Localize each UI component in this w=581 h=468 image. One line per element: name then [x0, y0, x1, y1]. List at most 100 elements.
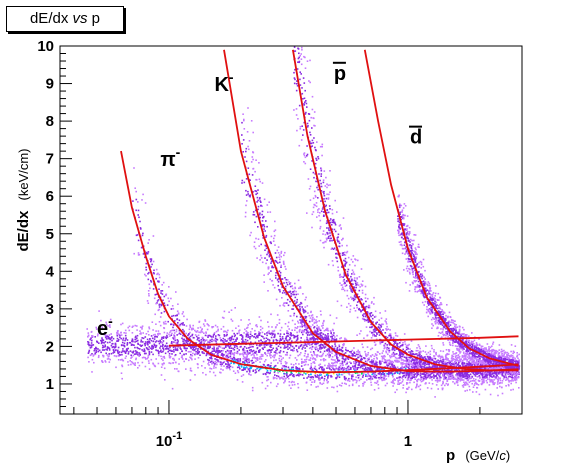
density-point [305, 356, 308, 358]
density-point [248, 349, 251, 352]
density-point [366, 358, 369, 360]
density-point [304, 359, 306, 361]
density-point [113, 347, 116, 349]
chart-title: dE/dx vs p [6, 6, 124, 32]
density-point [461, 379, 463, 381]
density-layer [86, 46, 521, 398]
density-point [440, 384, 443, 387]
density-point [255, 337, 257, 339]
density-point [244, 338, 247, 341]
density-point [294, 335, 297, 338]
density-point [212, 326, 215, 328]
density-point [350, 352, 352, 354]
density-point [163, 336, 165, 338]
density-point [270, 344, 273, 346]
density-point [150, 260, 152, 263]
density-point [195, 350, 197, 353]
density-point [132, 200, 134, 202]
density-point [170, 323, 172, 326]
density-point [268, 339, 271, 341]
density-point [289, 343, 291, 345]
density-point [259, 200, 262, 202]
density-point [184, 340, 186, 342]
density-point [405, 372, 408, 374]
density-point [306, 372, 309, 374]
density-point [256, 353, 258, 356]
density-point [369, 378, 372, 381]
density-point [392, 353, 394, 355]
density-point [222, 361, 225, 364]
density-point [314, 125, 316, 127]
density-point [95, 351, 97, 354]
density-point [114, 344, 117, 346]
density-point [202, 345, 205, 347]
density-point [296, 350, 299, 353]
density-point [282, 357, 284, 359]
density-point [233, 354, 235, 356]
density-point [265, 220, 267, 222]
density-point [271, 349, 273, 351]
density-point [374, 381, 376, 384]
density-point [261, 220, 264, 222]
density-point [174, 354, 177, 356]
density-point [241, 381, 244, 383]
density-point [214, 363, 216, 365]
density-point [339, 367, 341, 370]
density-point [227, 360, 229, 363]
density-point [337, 368, 340, 371]
density-point [386, 364, 389, 367]
density-point [145, 352, 147, 355]
density-point [87, 341, 90, 344]
density-point [399, 376, 402, 378]
density-point [305, 329, 308, 332]
density-point [148, 293, 150, 295]
density-point [213, 333, 215, 335]
density-point [105, 348, 107, 351]
density-point [293, 335, 296, 337]
density-point [383, 368, 385, 371]
density-point [402, 353, 405, 356]
density-point [354, 367, 356, 370]
density-point [133, 167, 135, 169]
density-point [109, 326, 111, 328]
density-point [282, 260, 285, 263]
density-point [86, 328, 88, 330]
density-point [354, 372, 357, 374]
density-point [450, 362, 453, 365]
density-point [291, 340, 293, 342]
density-point [433, 351, 435, 353]
density-point [244, 367, 247, 369]
density-point [157, 272, 159, 275]
density-point [163, 357, 166, 359]
density-point [254, 329, 256, 332]
density-point [447, 383, 449, 385]
density-point [240, 319, 242, 321]
density-point [307, 375, 310, 378]
density-point [436, 381, 439, 383]
density-point [117, 349, 119, 352]
density-point [253, 245, 256, 248]
density-point [244, 368, 246, 371]
density-point [451, 355, 453, 358]
density-point [326, 337, 329, 339]
density-point [394, 379, 396, 381]
density-point [290, 381, 293, 384]
density-point [142, 341, 144, 343]
density-point [211, 357, 213, 360]
density-point [300, 320, 303, 322]
density-point [134, 324, 136, 327]
density-point [251, 359, 253, 362]
density-point [158, 288, 160, 290]
density-point [215, 361, 218, 364]
density-point [245, 335, 248, 338]
density-point [179, 347, 181, 349]
density-point [288, 343, 290, 346]
density-point [313, 338, 316, 340]
density-point [277, 284, 279, 287]
density-point [355, 358, 358, 360]
density-point [245, 194, 248, 196]
density-point [411, 362, 414, 365]
density-point [122, 348, 124, 350]
density-point [152, 353, 154, 356]
density-point [315, 319, 317, 321]
